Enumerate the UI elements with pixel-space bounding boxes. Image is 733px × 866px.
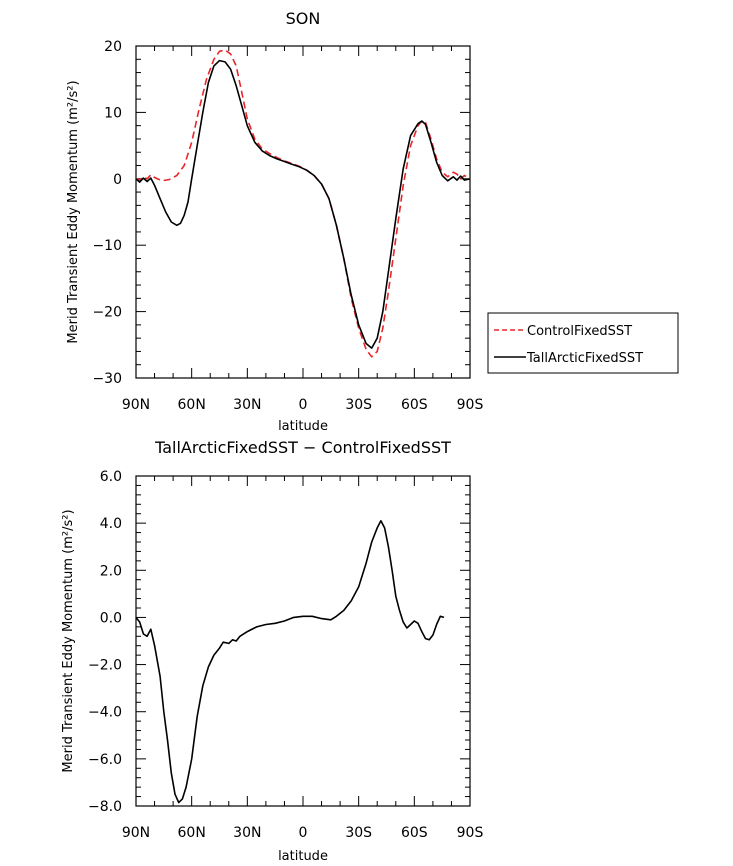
series-line-1 xyxy=(135,49,471,358)
x-tick-label: 60N xyxy=(178,825,206,841)
x-axis-label: latitude xyxy=(278,419,328,434)
plot-frame xyxy=(135,475,471,807)
chart-1: SON 90N 60N 30N 0 30S 60S 90S −30 −20 −10 0 10 20 lati… xyxy=(66,9,679,434)
x-tick-label: 0 xyxy=(299,397,308,413)
y-tick-label: 0.0 xyxy=(100,610,122,626)
plot-frame xyxy=(135,45,471,379)
legend-box xyxy=(487,312,679,374)
chart-title: TallArcticFixedSST − ControlFixedSST xyxy=(154,438,451,457)
series-line-1 xyxy=(135,520,445,804)
x-tick-label: 30S xyxy=(345,397,372,413)
y-tick-label: −20 xyxy=(92,305,122,321)
legend-label-2: TallArcticFixedSST xyxy=(526,351,643,366)
y-axis-label: Merid Transient Eddy Momentum (m²/s²) xyxy=(66,80,81,343)
x-tick-label: 90N xyxy=(122,397,150,413)
y-tick-label: 10 xyxy=(104,105,122,121)
y-tick-label: 6.0 xyxy=(100,469,122,485)
x-tick-label: 90S xyxy=(457,825,484,841)
series-line-2 xyxy=(135,59,471,349)
chart-title: SON xyxy=(286,9,321,28)
legend-label-1: ControlFixedSST xyxy=(527,324,632,339)
y-tick-label: 4.0 xyxy=(100,516,122,532)
y-tick-label: −2.0 xyxy=(88,658,122,674)
chart-2: TallArcticFixedSST − ControlFixedSST 90N 6… xyxy=(61,438,483,864)
x-tick-label: 60N xyxy=(178,397,206,413)
x-axis-label: latitude xyxy=(278,849,328,864)
y-tick-label: −6.0 xyxy=(88,752,122,768)
y-axis-label: Merid Transient Eddy Momentum (m²/s²) xyxy=(61,509,76,772)
x-tick-label: 90S xyxy=(457,397,484,413)
y-tick-label: 0 xyxy=(113,172,122,188)
y-tick-label: −8.0 xyxy=(88,799,122,815)
x-tick-label: 30N xyxy=(233,825,261,841)
x-tick-label: 30N xyxy=(233,397,261,413)
x-tick-label: 30S xyxy=(345,825,372,841)
x-tick-label: 60S xyxy=(401,825,428,841)
x-tick-label: 60S xyxy=(401,397,428,413)
x-tick-label: 0 xyxy=(299,825,308,841)
y-tick-label: 20 xyxy=(104,39,122,55)
x-tick-label: 90N xyxy=(122,825,150,841)
legend: ControlFixedSST TallArcticFixedSST xyxy=(487,312,679,374)
y-tick-label: 2.0 xyxy=(100,563,122,579)
y-tick-label: −30 xyxy=(92,371,122,387)
y-tick-label: −10 xyxy=(92,238,122,254)
y-tick-label: −4.0 xyxy=(88,705,122,721)
